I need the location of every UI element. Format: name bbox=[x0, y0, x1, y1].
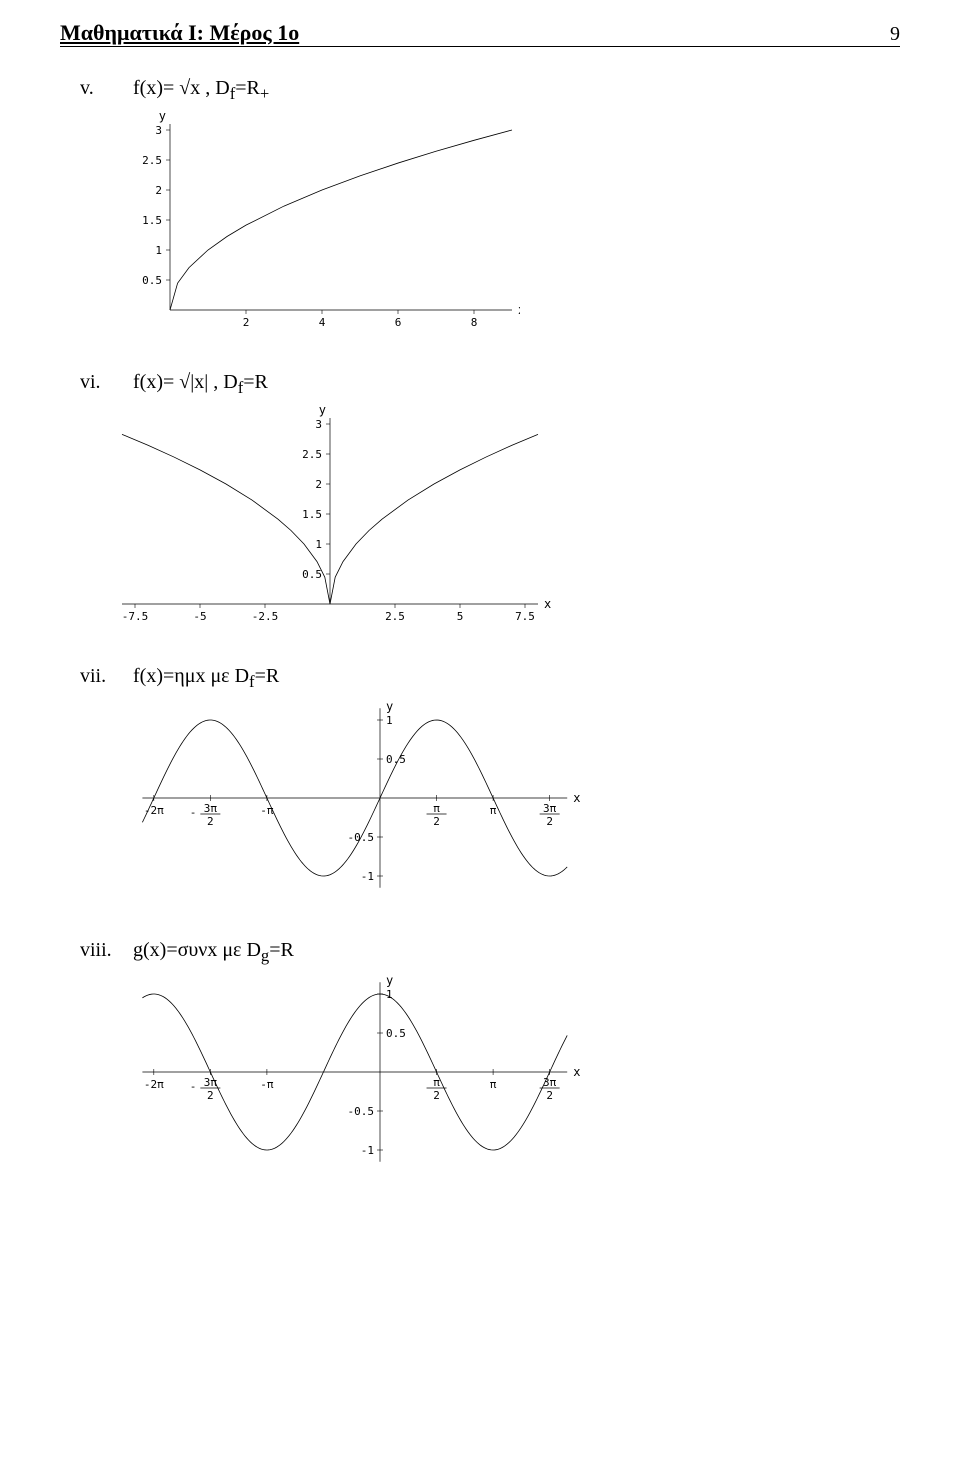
svg-text:-2π: -2π bbox=[144, 1078, 164, 1091]
svg-text:-7.5: -7.5 bbox=[122, 610, 149, 623]
svg-text:1.5: 1.5 bbox=[142, 214, 162, 227]
header-title: Μαθηματικά Ι: Μέρος 1ο bbox=[60, 20, 299, 46]
item-v-head: v. f(x)= √x , Df=R+ bbox=[80, 77, 900, 104]
svg-text:y: y bbox=[386, 699, 393, 713]
svg-text:-π: -π bbox=[260, 804, 274, 817]
svg-text:π: π bbox=[433, 802, 440, 815]
svg-text:1: 1 bbox=[315, 538, 322, 551]
chart-vii-svg: xy0.51-0.5-1-2π-3π2-ππ2π3π2 bbox=[100, 698, 580, 908]
svg-text:2: 2 bbox=[207, 815, 214, 828]
item-viii-head: viii. g(x)=συνx με Dg=R bbox=[80, 939, 900, 966]
chart-viii: xy0.51-0.5-1-2π-3π2-ππ2π3π2 bbox=[100, 972, 900, 1187]
item-vi: vi. f(x)= √|x| , Df=R x y -7.5 -5 -2.5 2.5 5 7.… bbox=[60, 371, 900, 639]
svg-text:2: 2 bbox=[315, 478, 322, 491]
svg-text:2.5: 2.5 bbox=[302, 448, 322, 461]
svg-text:-π: -π bbox=[260, 1078, 274, 1091]
item-vi-formula: f(x)= √|x| , Df=R bbox=[133, 371, 268, 393]
svg-text:1.5: 1.5 bbox=[302, 508, 322, 521]
item-vii-numeral: vii. bbox=[80, 665, 128, 688]
svg-text:8: 8 bbox=[471, 316, 478, 329]
svg-text:-2π: -2π bbox=[144, 804, 164, 817]
svg-text:-0.5: -0.5 bbox=[348, 1105, 375, 1118]
item-viii: viii. g(x)=συνx με Dg=R xy0.51-0.5-1-2π-… bbox=[60, 939, 900, 1187]
svg-text:-1: -1 bbox=[361, 1144, 374, 1157]
svg-text:2: 2 bbox=[243, 316, 250, 329]
svg-text:2: 2 bbox=[546, 1089, 553, 1102]
svg-text:y: y bbox=[386, 973, 393, 987]
svg-text:1: 1 bbox=[155, 244, 162, 257]
svg-text:y: y bbox=[319, 404, 326, 417]
svg-text:π: π bbox=[490, 1078, 497, 1091]
chart-viii-svg: xy0.51-0.5-1-2π-3π2-ππ2π3π2 bbox=[100, 972, 580, 1182]
svg-text:2.5: 2.5 bbox=[385, 610, 405, 623]
svg-text:π: π bbox=[490, 804, 497, 817]
item-vii-formula: f(x)=ημx με Df=R bbox=[133, 665, 279, 687]
svg-text:3: 3 bbox=[315, 418, 322, 431]
item-vi-numeral: vi. bbox=[80, 371, 128, 394]
item-v-formula: f(x)= √x , Df=R+ bbox=[133, 77, 269, 99]
svg-text:4: 4 bbox=[319, 316, 326, 329]
svg-text:2: 2 bbox=[207, 1089, 214, 1102]
page-number: 9 bbox=[890, 23, 900, 46]
chart-vi: x y -7.5 -5 -2.5 2.5 5 7.5 0.5 1 1.5 2 2.5 3 bbox=[100, 404, 900, 639]
svg-text:3π: 3π bbox=[543, 802, 557, 815]
svg-text:y: y bbox=[159, 110, 166, 123]
chart-v: x y 2 4 6 8 0.5 1 1.5 2 2.5 3 bbox=[100, 110, 900, 345]
item-vi-head: vi. f(x)= √|x| , Df=R bbox=[80, 371, 900, 398]
item-v-numeral: v. bbox=[80, 77, 128, 100]
page-header: Μαθηματικά Ι: Μέρος 1ο 9 bbox=[60, 20, 900, 47]
svg-text:0.5: 0.5 bbox=[142, 274, 162, 287]
svg-text:3π: 3π bbox=[204, 802, 218, 815]
svg-text:x: x bbox=[573, 791, 580, 805]
item-vii: vii. f(x)=ημx με Df=R xy0.51-0.5-1-2π-3π… bbox=[60, 665, 900, 913]
svg-text:0.5: 0.5 bbox=[386, 1027, 406, 1040]
item-v: v. f(x)= √x , Df=R+ x y 2 4 6 8 0.5 1 1.5 2 2.5 3 bbox=[60, 77, 900, 345]
svg-text:-: - bbox=[190, 1080, 197, 1093]
svg-text:0.5: 0.5 bbox=[302, 568, 322, 581]
svg-text:3: 3 bbox=[155, 124, 162, 137]
svg-text:x: x bbox=[544, 597, 551, 611]
svg-text:2: 2 bbox=[155, 184, 162, 197]
item-viii-formula: g(x)=συνx με Dg=R bbox=[133, 939, 294, 961]
chart-vii: xy0.51-0.5-1-2π-3π2-ππ2π3π2 bbox=[100, 698, 900, 913]
svg-text:-2.5: -2.5 bbox=[252, 610, 279, 623]
svg-text:7.5: 7.5 bbox=[515, 610, 535, 623]
svg-text:2.5: 2.5 bbox=[142, 154, 162, 167]
chart-v-svg: x y 2 4 6 8 0.5 1 1.5 2 2.5 3 bbox=[100, 110, 520, 340]
svg-text:1: 1 bbox=[386, 988, 393, 1001]
item-viii-numeral: viii. bbox=[80, 939, 128, 962]
svg-text:5: 5 bbox=[457, 610, 464, 623]
svg-text:-: - bbox=[190, 806, 197, 819]
svg-text:2: 2 bbox=[433, 1089, 440, 1102]
svg-text:-1: -1 bbox=[361, 870, 374, 883]
item-vii-head: vii. f(x)=ημx με Df=R bbox=[80, 665, 900, 692]
svg-text:1: 1 bbox=[386, 714, 393, 727]
chart-vi-svg: x y -7.5 -5 -2.5 2.5 5 7.5 0.5 1 1.5 2 2.5 3 bbox=[100, 404, 560, 634]
svg-text:x: x bbox=[573, 1065, 580, 1079]
svg-text:-5: -5 bbox=[193, 610, 206, 623]
svg-text:2: 2 bbox=[546, 815, 553, 828]
svg-text:6: 6 bbox=[395, 316, 402, 329]
svg-text:x: x bbox=[518, 303, 520, 317]
svg-text:2: 2 bbox=[433, 815, 440, 828]
page: Μαθηματικά Ι: Μέρος 1ο 9 v. f(x)= √x , D… bbox=[0, 0, 960, 1233]
